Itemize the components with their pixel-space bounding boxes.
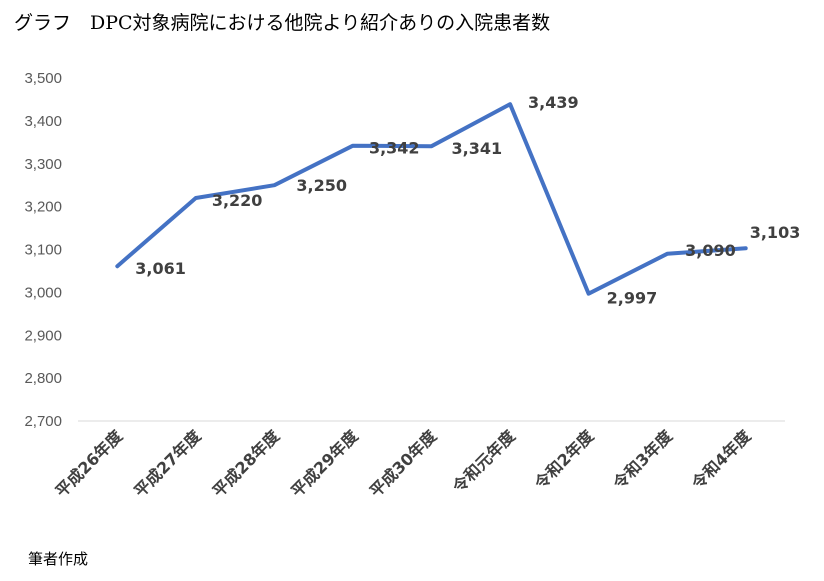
- x-tick-label: 令和2年度: [530, 426, 598, 494]
- data-label: 3,061: [135, 259, 186, 278]
- y-axis-ticks: 2,700 2,800 2,900 3,000 3,100 3,200 3,300 3,400…: [24, 70, 62, 430]
- x-axis-ticks: 平成26年度 平成27年度 平成28年度 平成29年度 平成30年度 令和元年度 令和2年度…: [52, 426, 756, 501]
- series-line: [115, 102, 748, 296]
- x-tick-label: 平成27年度: [130, 426, 205, 501]
- data-label: 3,439: [528, 93, 579, 112]
- y-tick-label: 3,200: [24, 199, 62, 216]
- x-tick-label: 令和3年度: [609, 426, 677, 494]
- y-tick-label: 3,500: [24, 70, 62, 87]
- y-tick-label: 3,100: [24, 242, 62, 259]
- data-labels: 3,061 3,220 3,250 3,342 3,341 3,439 2,997 3,090…: [135, 93, 800, 308]
- data-label: 3,103: [750, 223, 801, 242]
- y-tick-label: 2,800: [24, 370, 62, 387]
- x-tick-label: 平成29年度: [287, 426, 362, 501]
- y-tick-label: 3,000: [24, 284, 62, 301]
- source-note: 筆者作成: [28, 550, 89, 568]
- chart-title: グラフ DPC対象病院における他院より紹介ありの入院患者数: [14, 12, 551, 34]
- data-label: 3,342: [369, 139, 420, 158]
- y-tick-label: 3,300: [24, 156, 62, 173]
- data-label: 2,997: [607, 289, 658, 308]
- data-label: 3,341: [452, 139, 503, 158]
- data-label: 3,220: [212, 191, 263, 210]
- x-tick-label: 令和4年度: [687, 426, 755, 494]
- y-tick-label: 2,900: [24, 327, 62, 344]
- x-tick-label: 平成26年度: [52, 426, 127, 501]
- x-tick-label: 令和元年度: [448, 426, 519, 497]
- y-tick-label: 2,700: [24, 413, 62, 430]
- y-tick-label: 3,400: [24, 113, 62, 130]
- data-label: 3,090: [685, 241, 736, 260]
- data-label: 3,250: [296, 176, 347, 195]
- x-tick-label: 平成30年度: [366, 426, 441, 501]
- x-tick-label: 平成28年度: [209, 426, 284, 501]
